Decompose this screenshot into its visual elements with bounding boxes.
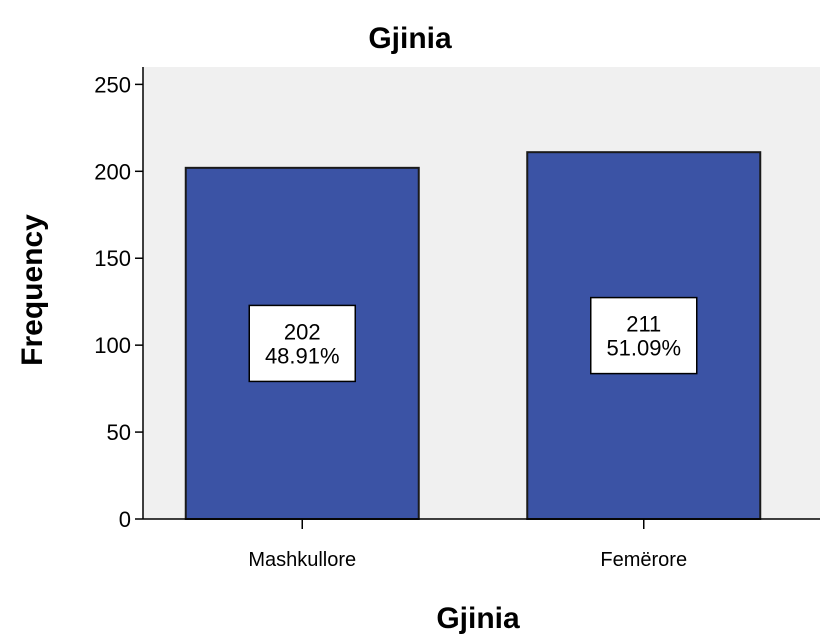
data-label-box: [590, 296, 698, 375]
y-axis-label: Frequency: [16, 214, 49, 366]
data-label-box: [248, 304, 356, 383]
x-tick-label: Mashkullore: [248, 549, 356, 571]
data-label-percent: 48.91%: [265, 343, 340, 368]
data-label-percent: 51.09%: [606, 336, 681, 361]
x-tick-label: Femërore: [600, 549, 687, 571]
y-axis: 0 50 100 150 200 250: [94, 67, 144, 532]
chart-title: Gjinia: [368, 22, 452, 55]
x-axis-label: Gjinia: [436, 602, 520, 635]
x-axis: Mashkullore Femërore: [143, 518, 820, 571]
y-tick-label: 150: [94, 246, 131, 271]
y-tick-label: 100: [94, 333, 131, 358]
data-label-count: 211: [626, 312, 661, 337]
y-tick-label: 200: [94, 159, 131, 184]
data-label-count: 202: [284, 319, 321, 344]
y-tick-label: 250: [94, 72, 131, 97]
y-tick-label: 0: [119, 507, 131, 532]
y-tick-label: 50: [107, 420, 131, 445]
